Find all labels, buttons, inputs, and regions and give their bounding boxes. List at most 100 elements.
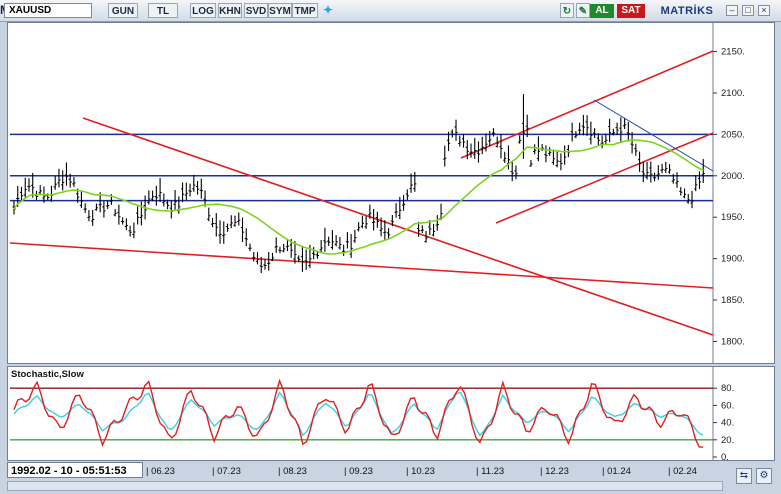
price-chart-panel[interactable]: 2150. 2100. 2050. 2000. 1950. 1900. 1850. 1800.: [7, 22, 775, 364]
price-bar: [454, 119, 458, 141]
price-bar: [345, 232, 349, 249]
price-bar: [106, 200, 110, 209]
price-bar: [424, 230, 428, 243]
twitter-icon[interactable]: ✦: [322, 3, 334, 17]
price-bar: [446, 131, 451, 152]
toolbar-button-tmp[interactable]: TMP: [292, 3, 318, 18]
price-bar: [233, 215, 237, 227]
settings-icon[interactable]: ⚙: [756, 468, 772, 484]
price-bar: [229, 215, 233, 229]
stochastic-title: Stochastic,Slow: [11, 369, 84, 380]
brand-logo: MATRİKS: [660, 5, 714, 17]
price-bar: [686, 194, 690, 204]
price-bar: [645, 161, 649, 180]
toolbar-button-gun[interactable]: GUN: [108, 3, 138, 18]
price-bar: [649, 161, 653, 183]
price-bar: [252, 252, 256, 262]
edit-icon[interactable]: ✎: [576, 3, 590, 18]
price-bar: [312, 247, 316, 260]
toolbar-button-tl[interactable]: TL: [148, 3, 178, 18]
moving-average-line: [13, 139, 704, 255]
price-bar: [139, 201, 143, 226]
price-bar: [199, 178, 203, 199]
price-bar: [210, 217, 215, 228]
trend-line: [82, 117, 714, 336]
maximize-button[interactable]: □: [742, 5, 754, 16]
price-bar: [278, 246, 282, 254]
price-bar: [450, 129, 454, 138]
price-bar: [401, 194, 406, 211]
refresh-icon[interactable]: ↻: [560, 3, 574, 18]
price-bar: [386, 228, 391, 240]
minimize-button[interactable]: –: [726, 5, 738, 16]
price-bar: [353, 229, 357, 243]
price-bar: [675, 172, 679, 188]
price-bar: [544, 145, 548, 163]
price-bar: [637, 151, 642, 172]
price-bar: [611, 128, 615, 136]
price-bar: [435, 215, 439, 231]
price-bar: [514, 165, 518, 180]
price-bar: [622, 118, 627, 130]
price-bar: [398, 196, 402, 220]
time-tick-label: | 08.23: [278, 466, 307, 477]
toolbar-button-svd[interactable]: SVD: [244, 3, 268, 18]
price-bar: [240, 217, 245, 242]
price-bar: [297, 255, 301, 263]
price-bar: [394, 203, 398, 218]
trend-line: [460, 50, 714, 159]
price-bar: [285, 238, 290, 252]
stochastic-chart: 80. 60. 40. 20. 0.: [10, 367, 734, 460]
price-bar: [267, 252, 271, 271]
price-bar: [660, 163, 664, 174]
price-bar: [581, 114, 585, 136]
price-bar: [154, 185, 158, 206]
price-bar: [368, 204, 372, 219]
price-bar: [214, 213, 218, 237]
price-bar: [79, 190, 84, 208]
price-bar: [364, 216, 368, 229]
stoch-k-line: [13, 378, 704, 448]
price-tick-label: 1900.: [721, 254, 745, 265]
price-bar: [192, 174, 196, 192]
price-bar: [465, 140, 469, 160]
buy-button[interactable]: AL: [590, 4, 614, 18]
price-bar: [61, 170, 65, 191]
stoch-tick-label: 20.: [721, 435, 734, 446]
price-bar: [259, 256, 263, 274]
price-bar: [327, 236, 331, 246]
price-bar: [694, 175, 698, 192]
sync-icon[interactable]: ⇆: [736, 468, 752, 484]
price-bar: [323, 227, 327, 252]
price-bar: [461, 133, 466, 148]
price-bar: [563, 145, 567, 165]
price-bar: [469, 143, 473, 158]
time-scrollbar[interactable]: [7, 481, 723, 491]
price-tick-label: 1800.: [721, 336, 745, 347]
price-bar: [431, 223, 436, 237]
price-bar: [596, 133, 600, 146]
toolbar-button-sym[interactable]: SYM: [268, 3, 292, 18]
toolbar-button-khn[interactable]: KHN: [218, 3, 242, 18]
price-bar: [559, 153, 563, 171]
price-tick-label: 2000.: [721, 171, 745, 182]
stoch-d-line: [13, 391, 704, 437]
sell-button[interactable]: SAT: [617, 4, 645, 18]
price-bar: [656, 165, 660, 180]
price-bar: [383, 220, 387, 241]
price-bar: [593, 128, 597, 138]
stochastic-panel[interactable]: 80. 60. 40. 20. 0. Stochastic,Slow: [7, 366, 775, 461]
price-bar: [664, 161, 668, 173]
price-bar: [334, 235, 338, 247]
stoch-tick-label: 60.: [721, 400, 734, 411]
toolbar-button-log[interactable]: LOG: [190, 3, 216, 18]
price-bar: [671, 173, 675, 184]
price-bar: [518, 135, 522, 144]
price-bar: [390, 215, 394, 227]
symbol-input[interactable]: XAUUSD: [4, 3, 92, 18]
time-tick-label: | 10.23: [406, 466, 435, 477]
price-tick-label: 1950.: [721, 212, 745, 223]
price-bar: [128, 225, 132, 237]
close-button[interactable]: ×: [758, 5, 770, 16]
price-bar: [551, 149, 556, 165]
